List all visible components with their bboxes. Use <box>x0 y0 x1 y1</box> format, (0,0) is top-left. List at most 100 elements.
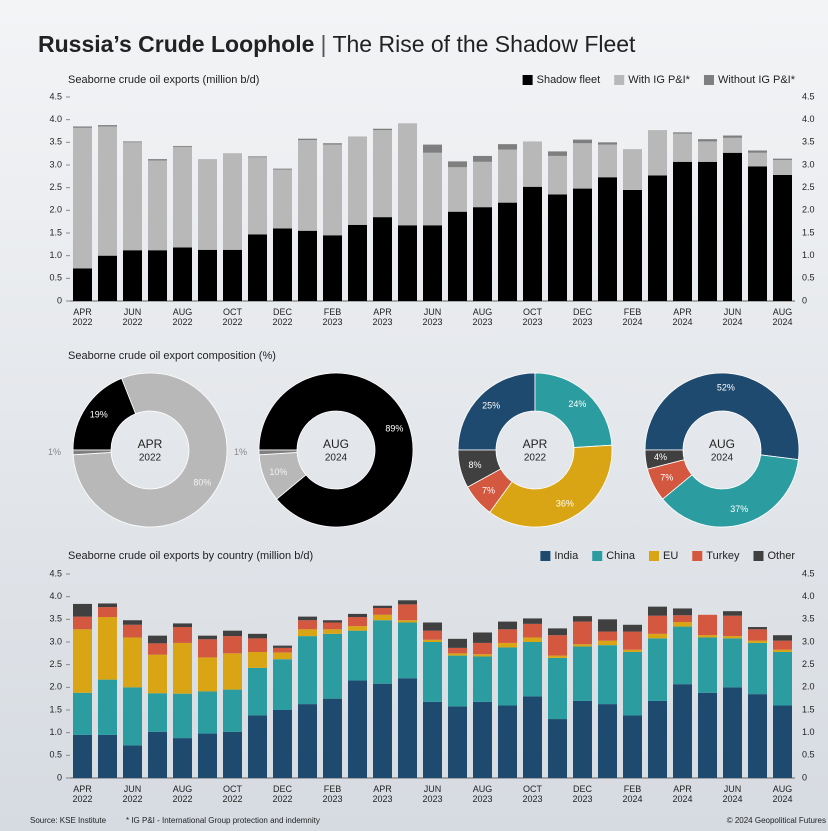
bar-segment <box>123 620 142 625</box>
bar-segment <box>123 624 142 638</box>
bar-segment <box>648 700 667 778</box>
bar-segment <box>773 174 792 301</box>
x-tick-month: OCT <box>523 307 543 317</box>
bar-segment <box>73 126 92 128</box>
x-tick-month: APR <box>373 784 392 794</box>
bar-segment <box>673 622 692 627</box>
bar-segment <box>698 161 717 301</box>
bar-segment <box>673 161 692 301</box>
bar-segment <box>98 679 117 735</box>
donut-center-year: 2022 <box>524 453 547 464</box>
donut-center-year: 2024 <box>711 453 734 464</box>
y-tick-label: 0.5 <box>49 750 62 760</box>
bar-segment <box>673 626 692 685</box>
bar-segment <box>198 733 217 778</box>
bar-segment <box>773 158 792 161</box>
bar-segment <box>598 640 617 646</box>
bar-segment <box>423 642 442 702</box>
bar-segment <box>398 123 417 226</box>
legend-label: With IG P&I* <box>628 74 690 86</box>
bar-segment <box>298 616 317 621</box>
x-tick-month: AUG <box>773 784 793 794</box>
bar-segment <box>448 211 467 301</box>
x-tick-month: JUN <box>424 784 442 794</box>
bar-segment <box>773 640 792 650</box>
bar-segment <box>423 144 442 153</box>
x-tick-year: 2023 <box>472 317 492 327</box>
donut-slice <box>457 372 536 451</box>
source: Source: KSE Institute <box>30 816 107 825</box>
x-tick-label: APR 2023 <box>372 307 392 327</box>
credit: © 2024 Geopolitical Futures <box>727 816 826 825</box>
x-tick-month: JUN <box>724 307 742 317</box>
x-tick-year: 2024 <box>772 794 792 804</box>
bar-segment <box>323 698 342 778</box>
bar-segment <box>348 136 367 225</box>
title-bold: Russia’s Crude Loophole <box>38 31 314 57</box>
x-tick-label: OCT 2023 <box>522 784 542 804</box>
bar-segment <box>448 161 467 168</box>
donut-center-year: 2024 <box>325 453 348 464</box>
x-tick-label: OCT 2023 <box>522 307 542 327</box>
bar-segment <box>623 715 642 778</box>
bar-segment <box>698 141 717 162</box>
y-tick-label: 1.5 <box>49 227 62 237</box>
donut-center-month: AUG <box>323 437 349 451</box>
bar-segment <box>198 657 217 692</box>
y-tick-label: 2.5 <box>49 182 62 192</box>
bar-segment <box>148 159 167 161</box>
bar-segment <box>98 126 117 256</box>
donut-slice <box>662 454 799 528</box>
x-tick-year: 2024 <box>622 794 642 804</box>
x-tick-year: 2023 <box>572 317 592 327</box>
section-title: Seaborne crude oil export composition (%… <box>68 350 276 362</box>
donut-value-label: 80% <box>193 478 211 488</box>
bar-segment <box>173 738 192 778</box>
bar-segment <box>273 652 292 660</box>
y2-tick-label: 2.5 <box>802 182 815 192</box>
x-tick-label: JUN 2022 <box>122 784 142 804</box>
x-tick-month: FEB <box>324 307 342 317</box>
bar-segment <box>248 667 267 716</box>
bar-segment <box>773 705 792 778</box>
donut-value-label: 8% <box>468 460 481 470</box>
x-tick-label: AUG 2023 <box>472 784 492 804</box>
bar-segment <box>548 719 567 778</box>
x-tick-label: APR 2024 <box>672 784 692 804</box>
bar-segment <box>773 635 792 641</box>
bar-segment <box>198 639 217 658</box>
x-tick-year: 2022 <box>122 794 142 804</box>
x-tick-year: 2023 <box>322 794 342 804</box>
bar-segment <box>398 225 417 301</box>
legend-swatch <box>522 75 533 85</box>
bar-segment <box>648 606 667 616</box>
bar-segment <box>498 647 517 706</box>
bar-segment <box>298 620 317 630</box>
x-tick-month: OCT <box>223 307 243 317</box>
bar-segment <box>623 631 642 650</box>
x-tick-label: APR 2024 <box>672 307 692 327</box>
y-tick-label: 1.0 <box>49 727 62 737</box>
bar-segment <box>298 704 317 778</box>
bar-segment <box>398 678 417 778</box>
bar-segment <box>598 177 617 301</box>
bar-segment <box>623 149 642 190</box>
y2-tick-label: 1.5 <box>802 227 815 237</box>
donut-value-label: 7% <box>482 485 495 495</box>
bar-segment <box>98 255 117 301</box>
y2-tick-label: 3.5 <box>802 137 815 147</box>
bar-segment <box>123 250 142 301</box>
bar-segment <box>123 142 142 251</box>
bar-segment <box>473 207 492 301</box>
bar-segment <box>773 649 792 652</box>
x-tick-month: APR <box>73 784 92 794</box>
bar-segment <box>398 620 417 623</box>
donut-slice <box>72 372 228 528</box>
y-tick-label: 4.5 <box>49 568 62 578</box>
bar-segment <box>323 144 342 236</box>
bar-segment <box>573 700 592 778</box>
bar-segment <box>273 647 292 653</box>
bar-segment <box>548 635 567 656</box>
bar-segment <box>748 642 767 695</box>
x-tick-label: FEB 2023 <box>322 784 342 804</box>
